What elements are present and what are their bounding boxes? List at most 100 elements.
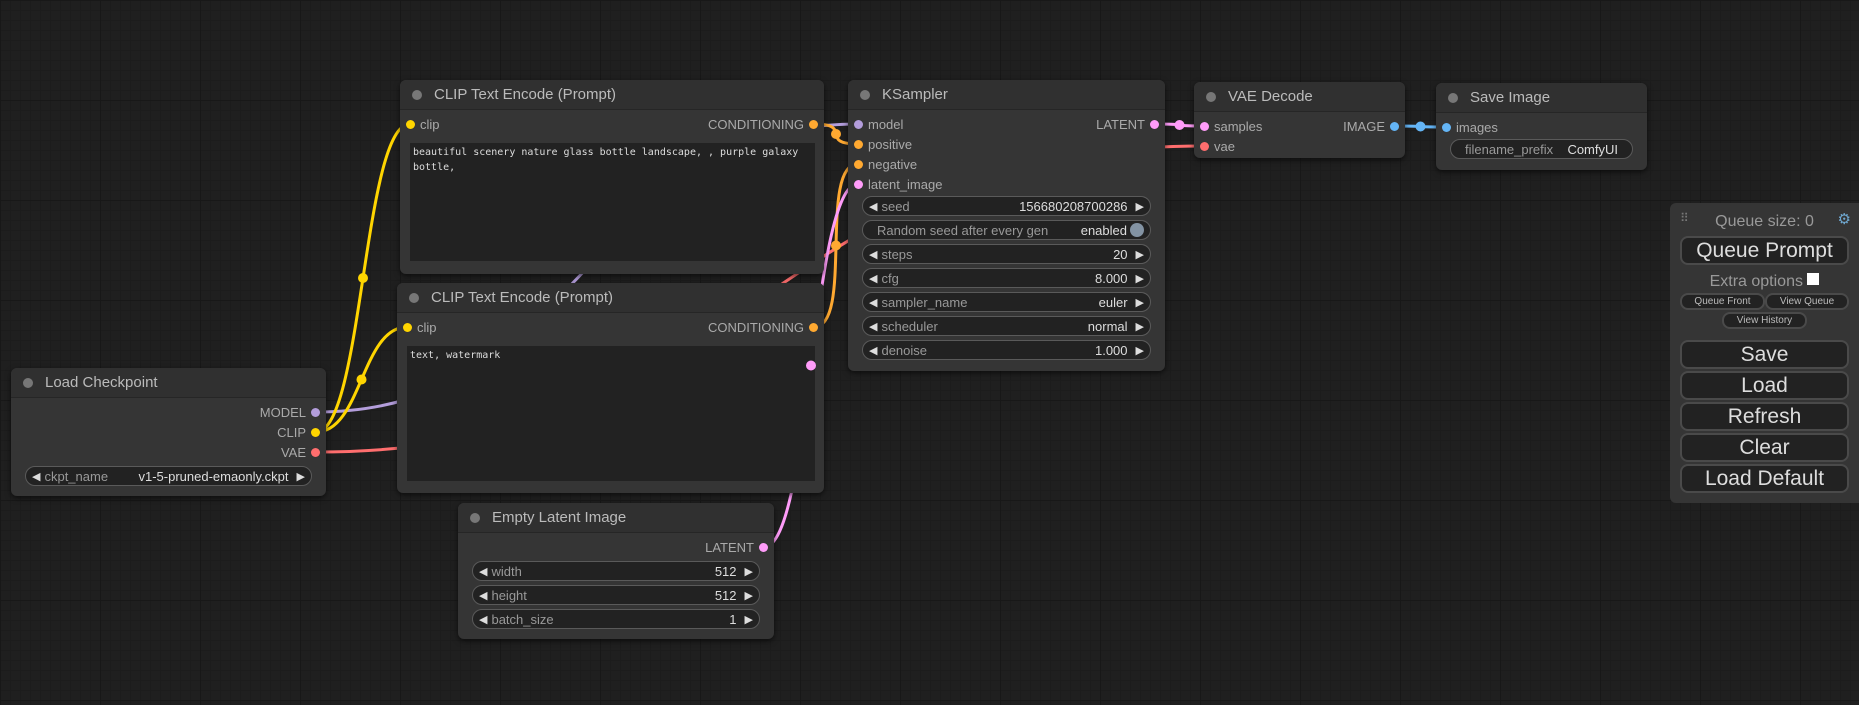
queue-front-button[interactable]: Queue Front (1680, 293, 1765, 310)
load-button[interactable]: Load (1680, 371, 1849, 400)
seed-widget[interactable]: ◀ seed 156680208700286 ▶ (862, 196, 1151, 216)
node-title-bar[interactable]: Empty Latent Image (458, 503, 774, 533)
node-title-bar[interactable]: VAE Decode (1194, 82, 1405, 112)
link-center-dot[interactable] (1174, 120, 1185, 130)
arrow-left-icon[interactable]: ◀ (479, 613, 488, 626)
arrow-left-icon[interactable]: ◀ (869, 200, 878, 213)
arrow-left-icon[interactable]: ◀ (869, 272, 878, 285)
arrow-right-icon[interactable]: ▶ (744, 589, 753, 602)
arrow-left-icon[interactable]: ◀ (869, 320, 878, 333)
load-checkpoint-node[interactable]: Load Checkpoint MODEL CLIP VAE ◀ ckpt_nam… (11, 368, 326, 496)
node-title-bar[interactable]: Load Checkpoint (11, 368, 326, 398)
input-images[interactable]: images (1436, 117, 1647, 137)
input-negative[interactable]: negative (848, 154, 1165, 174)
collapse-dot-icon[interactable] (470, 512, 480, 523)
slot-dot-icon[interactable] (809, 119, 818, 129)
input-samples[interactable]: samples (1194, 116, 1405, 136)
arrow-left-icon[interactable]: ◀ (869, 344, 878, 357)
arrow-right-icon[interactable]: ▶ (1135, 272, 1144, 285)
toggle-knob-icon[interactable] (1130, 223, 1144, 237)
empty-latent-image-node[interactable]: Empty Latent Image LATENT ◀ width 512 ▶ ◀ he… (458, 503, 774, 639)
collapse-dot-icon[interactable] (23, 377, 33, 388)
slot-dot-icon[interactable] (1150, 119, 1159, 129)
input-model[interactable]: model (848, 114, 1165, 134)
random-seed-toggle[interactable]: Random seed after every gen enabled (862, 220, 1151, 240)
clear-button[interactable]: Clear (1680, 433, 1849, 462)
prompt-textarea[interactable]: text, watermark (407, 346, 815, 481)
slot-dot-icon[interactable] (854, 119, 863, 129)
link-center-dot[interactable] (356, 374, 367, 385)
link-center-dot[interactable] (831, 129, 841, 139)
slot-dot-icon[interactable] (854, 159, 863, 169)
collapse-dot-icon[interactable] (409, 292, 419, 303)
arrow-right-icon[interactable]: ▶ (744, 565, 753, 578)
arrow-left-icon[interactable]: ◀ (869, 248, 878, 261)
save-image-node[interactable]: Save Image images filename_prefix ComfyUI (1436, 83, 1647, 170)
arrow-right-icon[interactable]: ▶ (1135, 248, 1144, 261)
arrow-right-icon[interactable]: ▶ (1135, 296, 1144, 309)
arrow-right-icon[interactable]: ▶ (1135, 344, 1144, 357)
drag-handle-icon[interactable]: ⠿ (1680, 211, 1689, 225)
arrow-left-icon[interactable]: ◀ (479, 589, 488, 602)
scheduler-widget[interactable]: ◀ scheduler normal ▶ (862, 316, 1151, 336)
arrow-right-icon[interactable]: ▶ (1135, 320, 1144, 333)
slot-dot-icon[interactable] (311, 427, 320, 437)
refresh-button[interactable]: Refresh (1680, 402, 1849, 431)
load-default-button[interactable]: Load Default (1680, 464, 1849, 493)
input-vae[interactable]: vae (1194, 136, 1405, 156)
ksampler-node[interactable]: KSampler model positive negative latent_… (848, 80, 1165, 371)
sampler-name-widget[interactable]: ◀ sampler_name euler ▶ (862, 292, 1151, 312)
input-latent-image[interactable]: latent_image (848, 174, 1165, 194)
collapse-dot-icon[interactable] (1206, 91, 1216, 102)
link-center-dot[interactable] (831, 240, 841, 251)
cfg-widget[interactable]: ◀ cfg 8.000 ▶ (862, 268, 1151, 288)
output-conditioning[interactable]: CONDITIONING (624, 317, 824, 337)
slot-dot-icon[interactable] (1200, 141, 1209, 151)
slot-dot-icon[interactable] (854, 139, 863, 149)
node-title-bar[interactable]: KSampler (848, 80, 1165, 110)
output-image[interactable]: IMAGE (1305, 116, 1405, 136)
ckpt-name-combo[interactable]: ◀ ckpt_name v1-5-pruned-emaonly.ckpt ▶ (25, 466, 312, 486)
slot-dot-icon[interactable] (403, 322, 412, 332)
arrow-left-icon[interactable]: ◀ (479, 565, 488, 578)
collapse-dot-icon[interactable] (412, 89, 422, 100)
arrow-right-icon[interactable]: ▶ (744, 613, 753, 626)
arrow-left-icon[interactable]: ◀ (869, 296, 878, 309)
collapse-dot-icon[interactable] (860, 89, 870, 100)
output-clip[interactable]: CLIP (11, 422, 326, 442)
denoise-widget[interactable]: ◀ denoise 1.000 ▶ (862, 340, 1151, 360)
node-title-bar[interactable]: CLIP Text Encode (Prompt) (400, 80, 824, 110)
settings-gear-icon[interactable]: ⚙ (1837, 211, 1851, 228)
link-center-dot[interactable] (358, 273, 368, 283)
slot-dot-icon[interactable] (1200, 121, 1209, 131)
vae-decode-node[interactable]: VAE Decode samples vae IMAGE (1194, 82, 1405, 158)
arrow-right-icon[interactable]: ▶ (296, 470, 305, 483)
clip-text-encode-negative-node[interactable]: CLIP Text Encode (Prompt) clip CONDITION… (397, 283, 824, 493)
slot-dot-icon[interactable] (759, 542, 768, 552)
prompt-textarea[interactable]: beautiful scenery nature glass bottle la… (410, 143, 815, 261)
link-center-dot[interactable] (1415, 121, 1426, 132)
slot-dot-icon[interactable] (854, 179, 863, 189)
input-positive[interactable]: positive (848, 134, 1165, 154)
view-history-button[interactable]: View History (1722, 312, 1807, 329)
batch-size-widget[interactable]: ◀ batch_size 1 ▶ (472, 609, 760, 629)
output-conditioning[interactable]: CONDITIONING (624, 114, 824, 134)
arrow-right-icon[interactable]: ▶ (1135, 200, 1144, 213)
slot-dot-icon[interactable] (406, 119, 415, 129)
slot-dot-icon[interactable] (1390, 121, 1399, 131)
height-widget[interactable]: ◀ height 512 ▶ (472, 585, 760, 605)
clip-text-encode-positive-node[interactable]: CLIP Text Encode (Prompt) clip CONDITION… (400, 80, 824, 274)
width-widget[interactable]: ◀ width 512 ▶ (472, 561, 760, 581)
extra-options-checkbox[interactable] (1807, 273, 1820, 285)
output-latent[interactable]: LATENT (458, 537, 774, 557)
output-model[interactable]: MODEL (11, 402, 326, 422)
slot-dot-icon[interactable] (311, 447, 320, 457)
collapse-dot-icon[interactable] (1448, 92, 1458, 103)
node-title-bar[interactable]: CLIP Text Encode (Prompt) (397, 283, 824, 313)
slot-dot-icon[interactable] (311, 407, 320, 417)
queue-prompt-button[interactable]: Queue Prompt (1680, 236, 1849, 265)
output-latent[interactable]: LATENT (1015, 114, 1165, 134)
view-queue-button[interactable]: View Queue (1765, 293, 1849, 310)
slot-dot-icon[interactable] (1442, 122, 1451, 132)
steps-widget[interactable]: ◀ steps 20 ▶ (862, 244, 1151, 264)
